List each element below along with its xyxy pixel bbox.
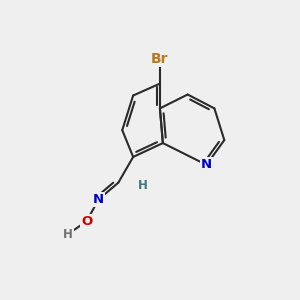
Text: N: N bbox=[93, 193, 104, 206]
Text: H: H bbox=[138, 179, 148, 192]
Text: Br: Br bbox=[151, 52, 169, 66]
Text: O: O bbox=[81, 215, 92, 228]
Text: H: H bbox=[63, 228, 73, 241]
Text: N: N bbox=[201, 158, 212, 171]
